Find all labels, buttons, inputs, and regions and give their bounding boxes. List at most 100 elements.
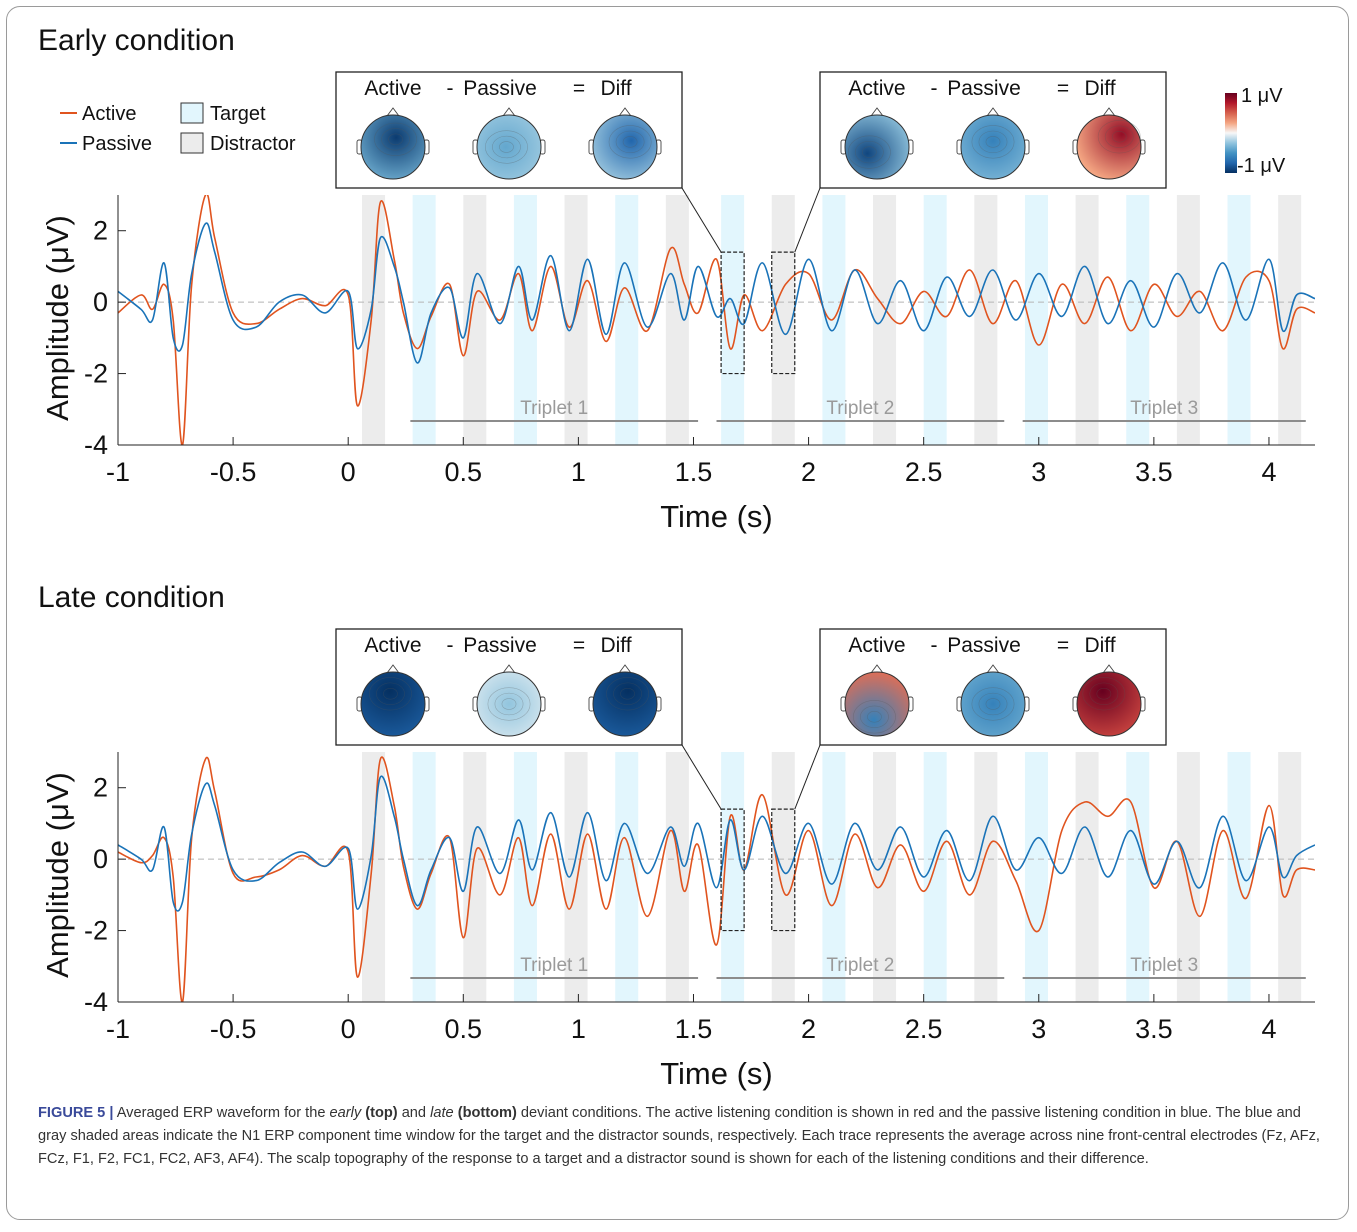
distractor-window <box>1278 195 1302 445</box>
head-circle <box>844 671 910 737</box>
y-tick-label: -2 <box>84 916 108 946</box>
topo-label: Active <box>364 634 421 657</box>
head-contour <box>978 130 1008 154</box>
head-contour <box>369 677 412 711</box>
distractor-window <box>974 752 998 1002</box>
topo-label: - <box>931 634 938 657</box>
target-window <box>513 195 537 445</box>
head-contour <box>620 688 635 700</box>
scalp-topography-map <box>840 107 914 180</box>
head-circle <box>1076 671 1142 737</box>
scalp-topography-map <box>356 664 430 737</box>
legend-target-label: Target <box>210 103 266 125</box>
x-tick-label: -1 <box>106 457 130 487</box>
topo-label: Active <box>848 77 905 100</box>
head-contour <box>1111 131 1127 143</box>
x-tick-label: 0.5 <box>445 1014 483 1044</box>
legend-distractor-swatch <box>180 132 204 154</box>
head-nose <box>870 664 884 674</box>
triplet-label: Triplet 3 <box>1130 398 1198 419</box>
triplet-label: Triplet 1 <box>520 955 588 976</box>
target-window <box>615 195 639 445</box>
x-tick-label: -0.5 <box>210 1014 257 1044</box>
x-axis-label: Time (s) <box>660 1056 773 1091</box>
x-tick-label: 2 <box>801 457 816 487</box>
distractor-window <box>665 752 689 1002</box>
triplet-label: Triplet 2 <box>826 955 894 976</box>
head-contour <box>381 128 410 151</box>
distractor-window <box>564 195 588 445</box>
head-circle <box>476 114 542 180</box>
topo-label: = <box>573 634 585 657</box>
target-window <box>923 195 947 445</box>
topo-label: Diff <box>600 634 631 657</box>
y-axis-label: Amplitude (μV) <box>40 772 75 978</box>
head-contour <box>388 133 403 146</box>
caption-text-2: and <box>397 1105 431 1121</box>
distractor-window <box>1176 752 1200 1002</box>
distractor-window <box>463 752 487 1002</box>
caption-bold-top: (top) <box>365 1105 398 1121</box>
colorbar-min-label: -1 μV <box>1237 155 1286 177</box>
head-contour <box>492 135 521 159</box>
head-contour <box>847 135 891 169</box>
topo-label: - <box>447 634 454 657</box>
topo-label: = <box>1057 77 1069 100</box>
x-tick-label: 1.5 <box>675 1014 713 1044</box>
x-tick-label: 1 <box>571 1014 586 1044</box>
head-contour <box>494 692 524 716</box>
head-contour <box>374 122 417 156</box>
series-line-active <box>118 756 1315 1002</box>
head-contour <box>1082 677 1126 711</box>
head-nose <box>502 107 516 117</box>
topo-connector-line <box>681 187 722 253</box>
caption-em-late: late <box>430 1105 454 1121</box>
figure-frame <box>6 6 1349 1220</box>
head-circle <box>360 114 426 180</box>
topo-label: Diff <box>1084 634 1115 657</box>
target-window <box>822 752 846 1002</box>
distractor-window <box>771 195 795 445</box>
triplet-label: Triplet 2 <box>826 398 894 419</box>
legend: Active Passive Target Distractor <box>60 102 296 155</box>
head-circle <box>476 671 542 737</box>
target-window <box>615 752 639 1002</box>
scalp-topography-map <box>472 664 546 737</box>
topo-connector-line <box>681 744 722 810</box>
topo-connector-line <box>794 187 821 253</box>
topo-label: Passive <box>463 634 537 657</box>
x-tick-label: 3.5 <box>1135 1014 1173 1044</box>
scalp-topography-map <box>956 664 1030 737</box>
x-tick-label: 2.5 <box>905 457 943 487</box>
x-tick-label: 0.5 <box>445 457 483 487</box>
topo-label: - <box>931 77 938 100</box>
topo-label: Active <box>364 77 421 100</box>
head-contour <box>985 698 1001 710</box>
scalp-topography-map <box>356 107 430 180</box>
head-circle <box>1076 114 1142 180</box>
head-nose <box>986 107 1000 117</box>
target-window <box>1024 752 1048 1002</box>
caption-em-early: early <box>329 1105 362 1121</box>
head-nose <box>1102 107 1116 117</box>
scalp-topography-map <box>956 107 1030 180</box>
head-nose <box>502 664 516 674</box>
series-line-passive <box>118 222 1315 364</box>
head-contour <box>978 692 1008 716</box>
head-contour <box>860 705 889 728</box>
head-contour <box>854 140 884 164</box>
head-nose <box>386 107 400 117</box>
head-circle <box>960 671 1026 737</box>
x-tick-label: 3 <box>1031 1014 1046 1044</box>
y-tick-label: 0 <box>93 844 108 874</box>
distractor-window <box>873 195 897 445</box>
scalp-topography-map <box>1072 664 1146 737</box>
head-circle <box>844 114 910 180</box>
distractor-window <box>362 752 386 1002</box>
head-circle <box>592 671 658 737</box>
x-tick-label: -1 <box>106 1014 130 1044</box>
colorbar: 1 μV -1 μV <box>1225 85 1286 177</box>
colorbar-max-label: 1 μV <box>1241 85 1283 107</box>
head-contour <box>376 682 405 705</box>
